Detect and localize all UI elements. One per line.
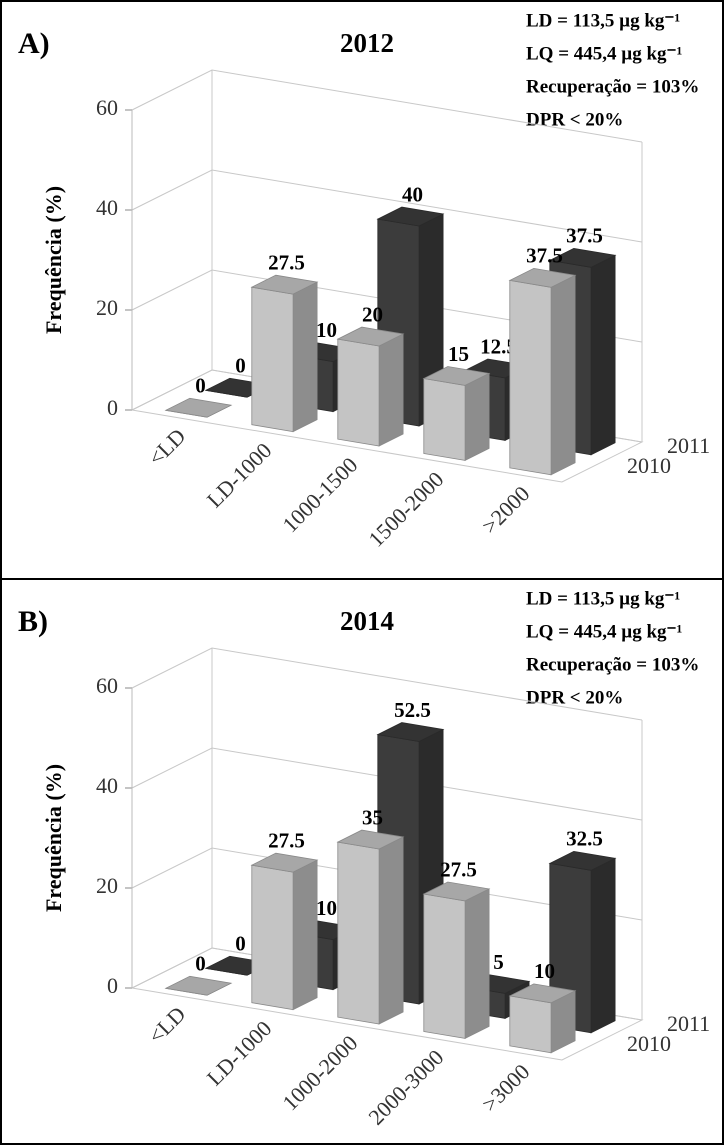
bar-side [464,372,490,462]
y-tick-label: 0 [107,395,118,420]
x-tick-label: LD-1000 [202,438,277,513]
data-label: 32.5 [566,827,603,851]
chart-title: 2012 [340,28,394,58]
bar-top [508,267,577,288]
data-label: 10 [316,896,337,920]
data-label: 37.5 [526,244,563,268]
data-label: 0 [235,354,246,378]
data-label: 0 [195,374,206,398]
y-axis-label: Frequência (%) [41,186,66,334]
y-tick-label: 60 [96,95,118,120]
bar [250,852,319,1011]
annotation: LQ = 445,4 µg kg⁻¹ [526,43,682,64]
bar-side [378,333,404,447]
series-label: 2011 [667,433,710,458]
series-label: 2010 [627,453,671,478]
data-label: 27.5 [268,828,305,852]
bar-top [164,975,233,996]
bar-top [422,366,491,386]
bar-side [590,857,616,1034]
x-tick-label: <LD [143,423,190,470]
bar [336,326,405,447]
bar-front [423,378,466,461]
bar [422,366,491,462]
bar-top [422,881,491,902]
chart-panel: B) 2014 LD = 113,5 µg kg⁻¹ LQ = 445,4 µg kg… [2,578,722,1130]
y-tick-label: 0 [107,973,118,998]
y-tick-label: 40 [96,773,118,798]
bar-side [378,836,404,1025]
data-label: 52.5 [394,698,431,722]
series-label: 2011 [667,1011,710,1036]
y-tick-label: 20 [96,295,118,320]
bar [422,881,491,1040]
x-tick-label: >2000 [477,481,535,539]
bar-front [251,286,294,433]
bar [508,983,577,1054]
data-label: 27.5 [268,250,305,274]
x-tick-label: <LD [143,1001,190,1048]
bar-top [164,397,233,418]
bar [164,975,233,996]
bar-front [509,279,552,476]
annotation: LD = 113,5 µg kg⁻¹ [526,588,680,609]
y-tick-label: 20 [96,873,118,898]
annotation: Recuperação = 103% [526,76,699,97]
bar [250,274,319,433]
bar-side [550,274,576,476]
bar-side [464,888,490,1040]
annotation: DPR < 20% [526,687,623,708]
panel-label: A) [18,27,50,60]
x-tick-label: 1000-1500 [277,452,362,537]
x-tick-label: 1500-2000 [363,467,448,552]
panel-label: B) [18,605,48,638]
bar [164,397,233,418]
data-label: 35 [362,805,383,829]
bar-side [590,254,616,456]
annotation: Recuperação = 103% [526,654,699,675]
x-tick-label: 2000-3000 [363,1045,448,1130]
data-label: 40 [402,182,423,206]
data-label: 0 [235,932,246,956]
data-label: 15 [448,342,469,366]
bar-top [548,850,617,871]
bar-top [336,326,405,347]
bar-top [336,829,405,850]
x-tick-label: LD-1000 [202,1016,277,1091]
bar-top [508,983,577,1004]
bar-side [292,859,318,1011]
data-label: 27.5 [440,857,477,881]
x-tick-label: >3000 [477,1059,535,1117]
y-tick-label: 40 [96,195,118,220]
data-label: 5 [493,950,504,974]
bar-front [423,893,466,1039]
data-label: 0 [195,952,206,976]
annotation: DPR < 20% [526,109,623,130]
chart-panel: A) 2012 LD = 113,5 µg kg⁻¹ LQ = 445,4 µg kg… [18,10,710,552]
annotation: LQ = 445,4 µg kg⁻¹ [526,621,682,642]
bar-front [251,864,294,1011]
bar-front [509,995,552,1054]
bar-side [292,281,318,433]
bar-top [376,722,445,742]
annotation: LD = 113,5 µg kg⁻¹ [526,10,680,31]
bar-front [337,338,380,447]
bar [508,267,577,476]
bar-front [337,841,380,1025]
data-label: 20 [362,302,383,326]
chart-title: 2014 [340,606,394,636]
bar [336,829,405,1025]
data-label: 10 [534,959,555,983]
bar-top [250,274,319,295]
data-label: 10 [316,318,337,342]
bar-top [376,206,445,227]
bar-top [548,247,617,268]
x-tick-label: 1000-2000 [277,1030,362,1115]
y-tick-label: 60 [96,673,118,698]
series-label: 2010 [627,1031,671,1056]
y-axis-label: Frequência (%) [41,764,66,912]
bar-top [250,852,319,873]
data-label: 37.5 [566,224,603,248]
